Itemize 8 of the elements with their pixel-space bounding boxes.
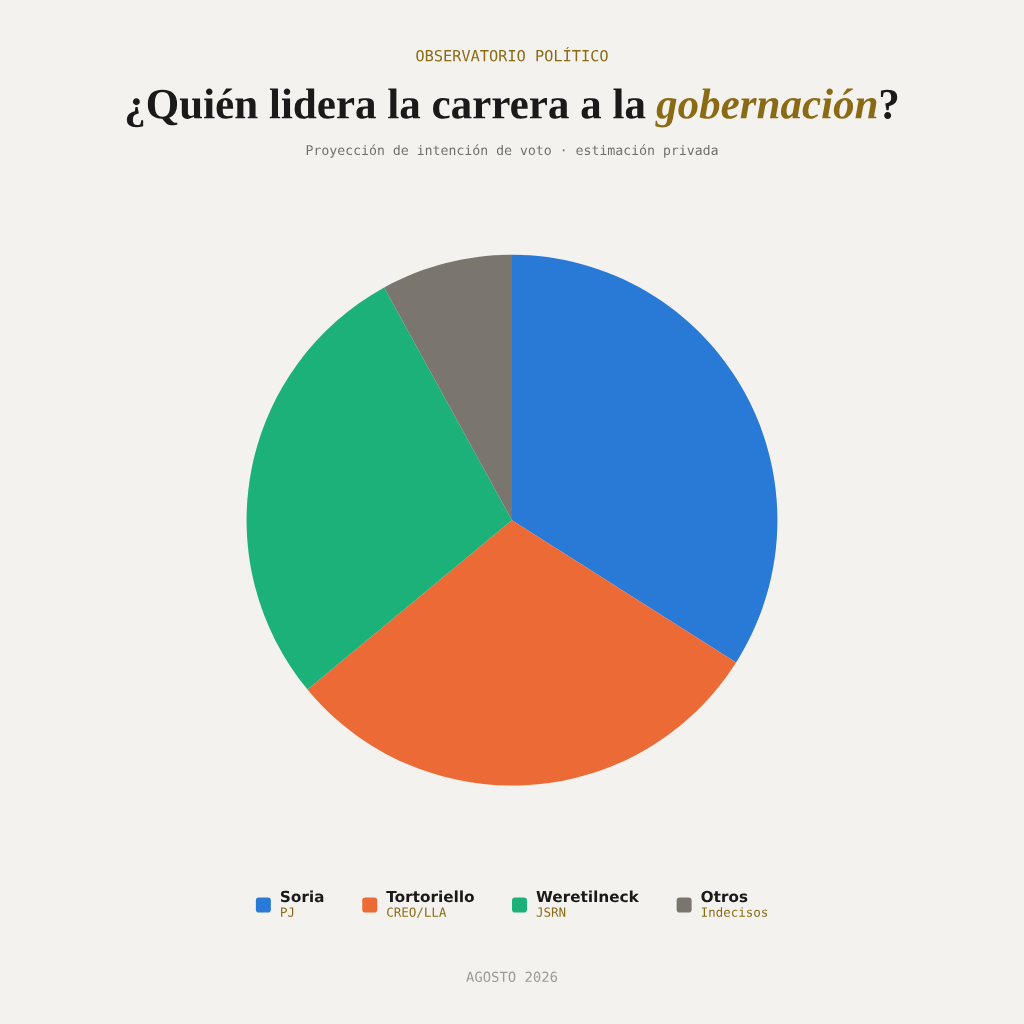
legend-label: Weretilneck JSRN <box>536 890 640 917</box>
chart-title: ¿Quién lidera la carrera a la gobernación? <box>126 88 898 128</box>
legend-label: Soria PJ <box>280 890 324 917</box>
chart-subtitle: Proyección de intención de voto · estimación privada <box>306 144 718 158</box>
legend-label: Tortoriello CREO/LLA <box>386 890 474 918</box>
text: AGOSTO 2026 <box>466 971 558 983</box>
text: OBSERVATORIO POLÍTICO <box>416 47 608 62</box>
legend-label: Otros Indecisos <box>701 890 768 917</box>
